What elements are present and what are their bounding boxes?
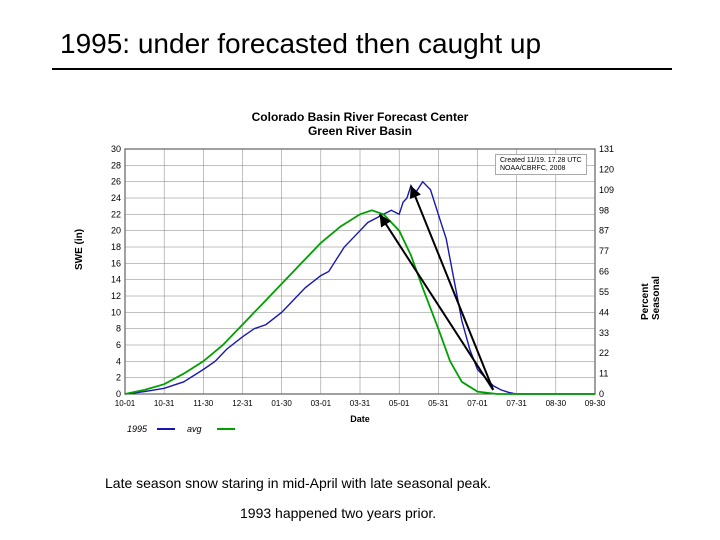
svg-text:66: 66: [599, 266, 609, 276]
svg-text:120: 120: [599, 164, 614, 174]
svg-text:22: 22: [599, 348, 609, 358]
svg-text:12-31: 12-31: [232, 399, 253, 408]
svg-text:98: 98: [599, 205, 609, 215]
svg-text:03-01: 03-01: [311, 399, 332, 408]
svg-text:77: 77: [599, 246, 609, 256]
svg-text:10-01: 10-01: [115, 399, 136, 408]
svg-text:10: 10: [111, 307, 121, 317]
svg-text:24: 24: [111, 193, 121, 203]
svg-text:11: 11: [599, 368, 608, 378]
chart-title-2: Green River Basin: [308, 124, 412, 138]
svg-text:1995: 1995: [127, 424, 148, 434]
chart-title-1: Colorado Basin River Forecast Center: [252, 110, 469, 124]
svg-text:03-31: 03-31: [350, 399, 371, 408]
title-underline: [52, 68, 672, 70]
svg-text:05-01: 05-01: [389, 399, 410, 408]
svg-text:55: 55: [599, 287, 609, 297]
chart-title: Colorado Basin River Forecast Center Gre…: [90, 110, 630, 139]
svg-text:avg: avg: [187, 424, 202, 434]
svg-text:08-30: 08-30: [546, 399, 567, 408]
svg-text:22: 22: [111, 209, 121, 219]
svg-text:30: 30: [111, 144, 121, 154]
svg-text:87: 87: [599, 225, 609, 235]
svg-text:44: 44: [599, 307, 609, 317]
line-chart: 10-01 10-31 11-30 12-31 01-30 03-01 03-31 05-01…: [90, 139, 630, 439]
svg-text:18: 18: [111, 242, 121, 252]
svg-text:05-31: 05-31: [428, 399, 449, 408]
caption-2: 1993 happened two years prior.: [240, 505, 436, 521]
svg-text:8: 8: [116, 323, 121, 333]
y-left-label: SWE (in): [74, 229, 85, 270]
svg-text:09-30: 09-30: [585, 399, 606, 408]
svg-text:01-30: 01-30: [271, 399, 292, 408]
svg-text:4: 4: [116, 356, 121, 366]
svg-text:0: 0: [599, 389, 604, 399]
slide-title: 1995: under forecasted then caught up: [60, 28, 541, 60]
svg-text:12: 12: [111, 291, 121, 301]
caption-1: Late season snow staring in mid-April wi…: [105, 475, 491, 491]
svg-text:11-30: 11-30: [193, 399, 213, 408]
svg-text:16: 16: [111, 258, 121, 268]
credit-2: NOAA/CBRFC, 2008: [500, 165, 565, 172]
svg-text:131: 131: [599, 144, 614, 154]
svg-text:33: 33: [599, 328, 609, 338]
svg-text:28: 28: [111, 160, 121, 170]
svg-text:07-01: 07-01: [467, 399, 488, 408]
svg-text:109: 109: [599, 185, 614, 195]
svg-text:10-31: 10-31: [154, 399, 175, 408]
svg-text:2: 2: [116, 372, 121, 382]
svg-text:6: 6: [116, 340, 121, 350]
credit-box: Created 11/19. 17.28 UTCNOAA/CBRFC, 2008: [495, 154, 587, 175]
svg-text:20: 20: [111, 225, 121, 235]
y-right-label: Percent Seasonal: [640, 240, 662, 320]
svg-text:26: 26: [111, 176, 121, 186]
svg-text:0: 0: [116, 389, 121, 399]
svg-text:07-31: 07-31: [506, 399, 527, 408]
svg-text:14: 14: [111, 274, 121, 284]
svg-text:Date: Date: [350, 414, 370, 424]
credit-1: Created 11/19. 17.28 UTC: [500, 157, 582, 164]
